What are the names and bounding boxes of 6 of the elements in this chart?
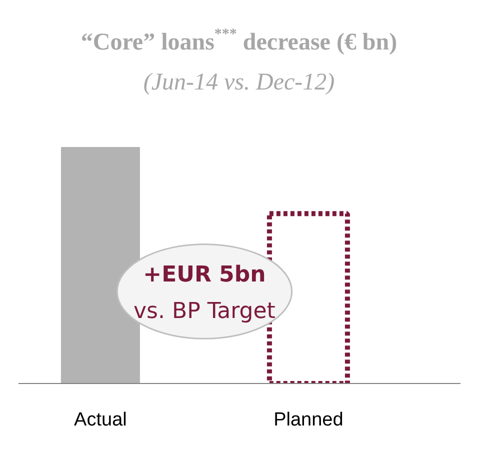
x-tick-label: Actual [74,410,127,430]
x-tick-label: Planned [274,410,344,430]
chart-subtitle: (Jun-14 vs. Dec-12) [143,70,335,96]
annotation: vs. BP Target [134,299,276,324]
annotation: +EUR 5bn [143,262,266,288]
chart-title: “Core” loans*** decrease (€ bn) [80,26,398,56]
